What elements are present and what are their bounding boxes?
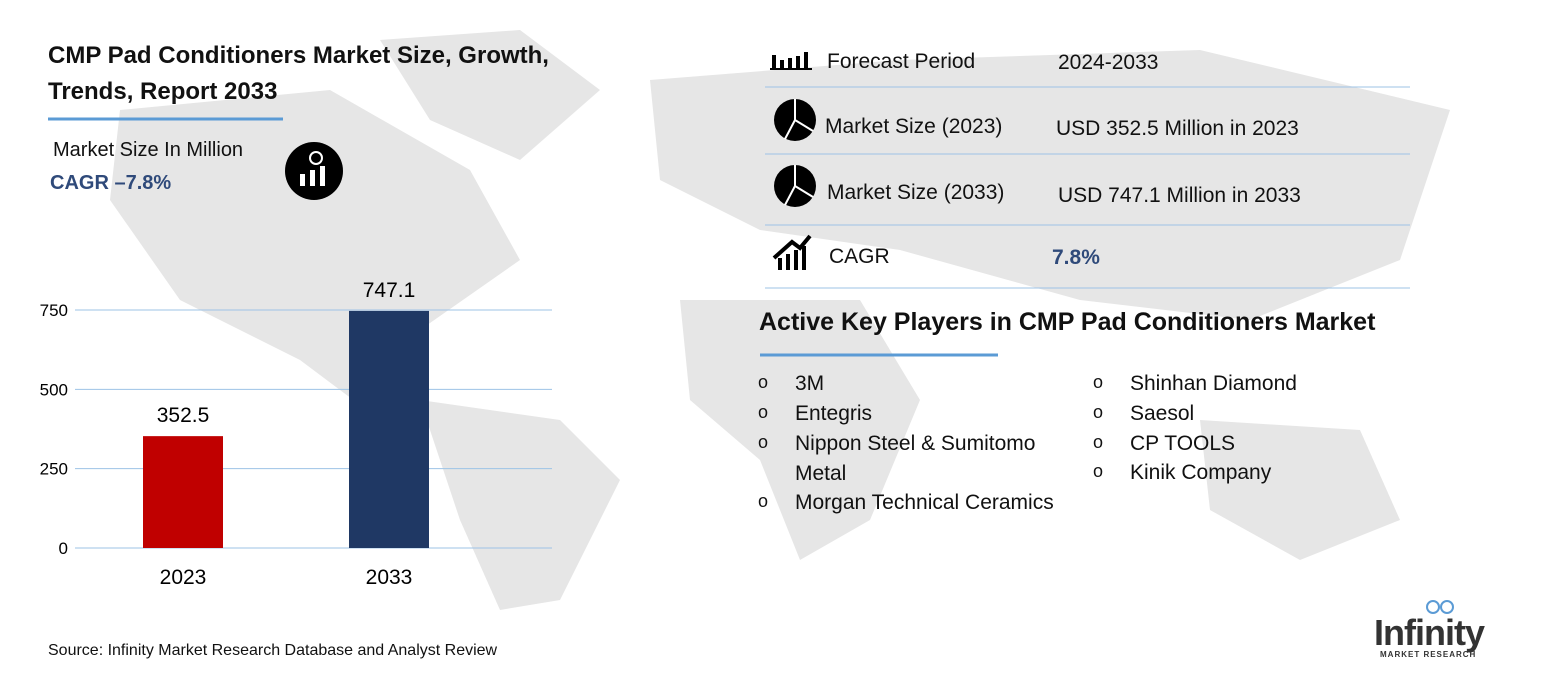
value-label: 747.1 [363,279,416,302]
player: Saesol [1130,402,1195,425]
bullet: o [758,432,769,452]
value-label: 352.5 [157,404,210,427]
world-map [110,30,1450,610]
logo-tagline: MARKET RESEARCH [1380,650,1477,659]
bullet: o [758,372,769,392]
player: Nippon Steel & Sumitomo Metal [795,432,1036,485]
stat-value: USD 747.1 Million in 2033 [1058,184,1301,207]
stat-label: Market Size (2023) [825,115,1003,138]
y-tick-label: 0 [59,539,68,558]
player: Morgan Technical Ceramics [795,491,1054,514]
bullet: o [758,491,769,511]
bullet: o [1093,402,1104,422]
y-tick-label: 500 [40,380,68,399]
players-title: Active Key Players in CMP Pad Conditione… [759,308,1376,336]
stat-value: 2024-2033 [1058,51,1159,74]
x-tick-label: 2023 [160,566,207,589]
row-separators [765,86,1410,289]
bullet: o [758,402,769,422]
bar [143,436,223,548]
player: Kinik Company [1130,461,1272,484]
player: Shinhan Diamond [1130,372,1297,395]
stat-label: CAGR [829,245,890,268]
y-tick-label: 750 [40,301,68,320]
source: Source: Infinity Market Research Databas… [48,642,498,659]
bullet: o [1093,432,1104,452]
subtitle: Market Size In Million [53,139,244,161]
cagr: CAGR –7.8% [50,172,172,194]
title: CMP Pad Conditioners Market Size, Growth… [48,42,549,105]
player: 3M [795,372,825,395]
y-tick-label: 250 [40,460,68,479]
bullet: o [1093,461,1104,481]
stat-label: Forecast Period [827,50,976,73]
player: CP TOOLS [1130,432,1236,455]
stat-value: 7.8% [1052,246,1100,269]
player: Entegris [795,402,873,425]
stat-value: USD 352.5 Million in 2023 [1056,117,1299,140]
bullet: o [1093,372,1104,392]
x-tick-label: 2033 [366,566,413,589]
logo-name: Infinity [1374,612,1485,653]
icons [285,52,1454,614]
stat-label: Market Size (2033) [827,181,1005,204]
bar [349,310,429,548]
